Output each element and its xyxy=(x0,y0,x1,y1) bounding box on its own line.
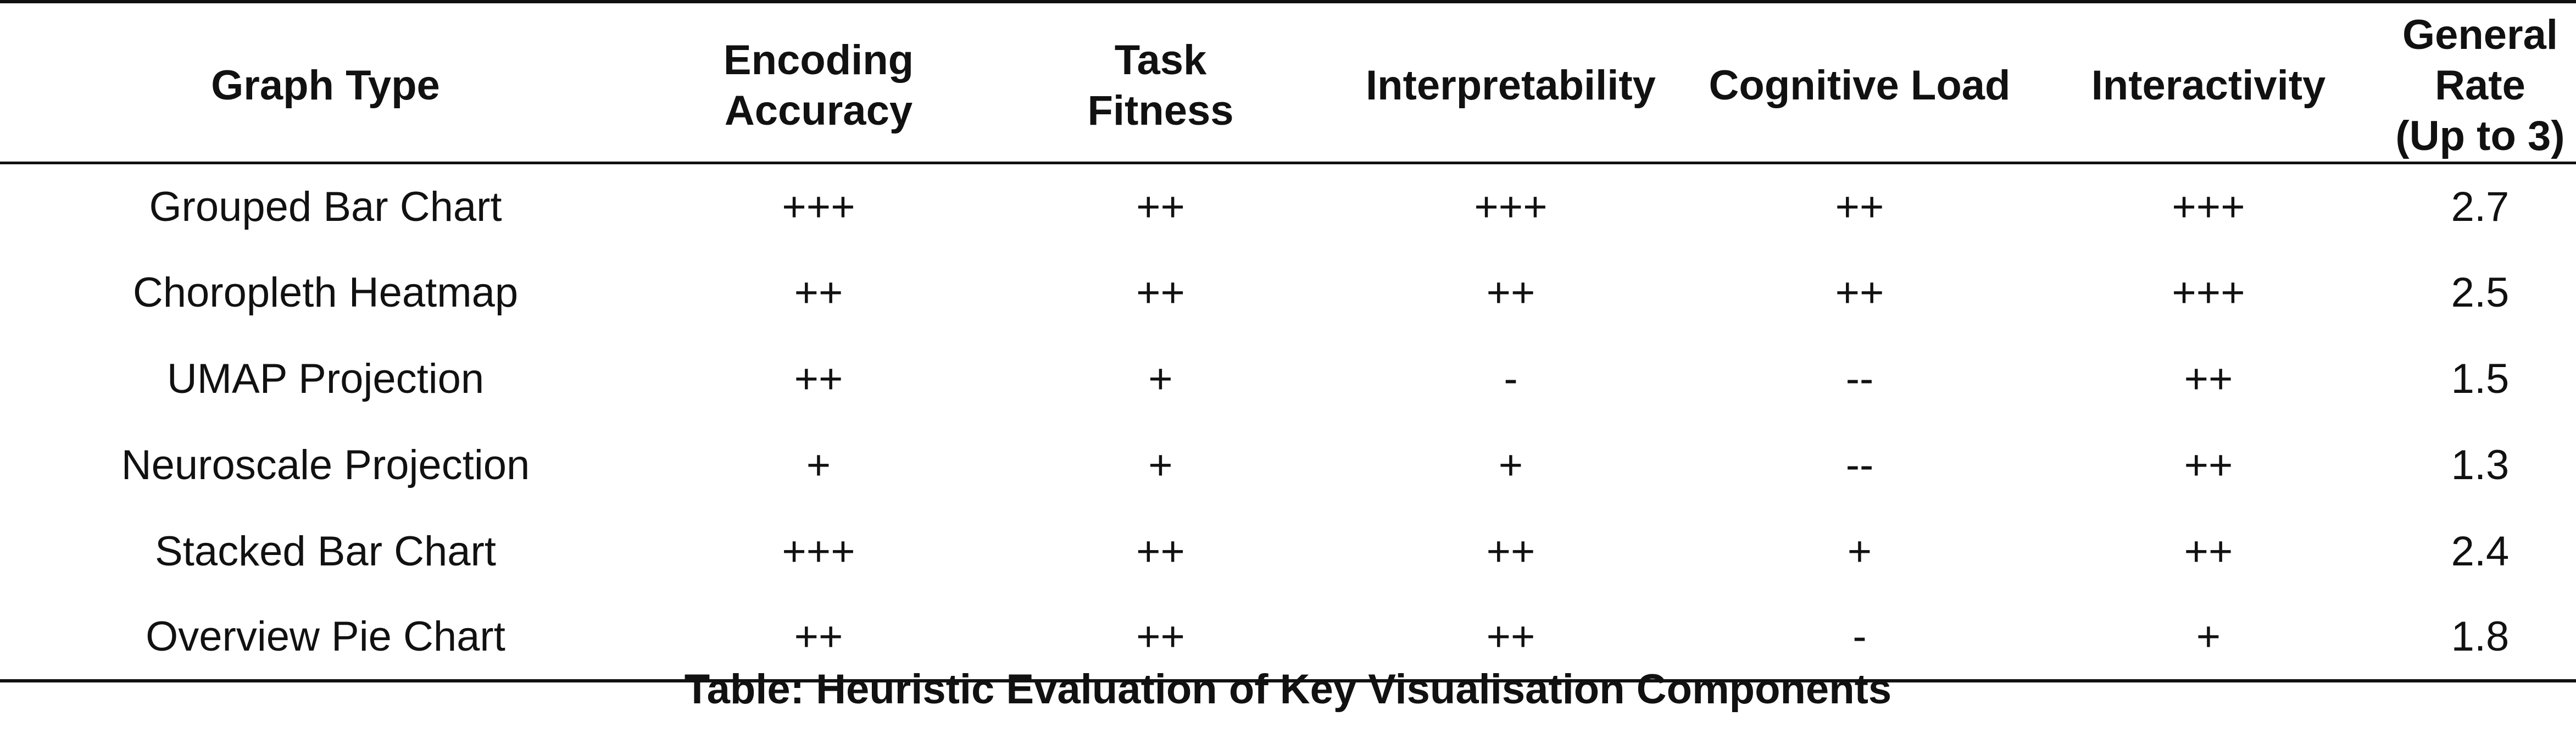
interpretability-cell: - xyxy=(1504,355,1518,402)
cognitive-load-cell: + xyxy=(1847,528,1872,575)
table-row: Neuroscale Projection + + + -- ++ 1.3 xyxy=(0,422,2576,508)
table-header-row: Graph Type Encoding Accuracy Task Fitnes… xyxy=(0,0,2576,164)
encoding-accuracy-cell: +++ xyxy=(782,528,855,575)
interactivity-cell: ++ xyxy=(2184,355,2233,402)
table-row: Choropleth Heatmap ++ ++ ++ ++ +++ 2.5 xyxy=(0,249,2576,336)
interactivity-cell: + xyxy=(2033,594,2384,682)
general-rate-cell: 2.5 xyxy=(2451,269,2510,316)
interactivity-cell: +++ xyxy=(2172,269,2245,316)
task-fitness-cell: ++ xyxy=(1136,528,1185,575)
task-fitness-cell: + xyxy=(1148,441,1173,488)
general-rate-cell: 1.5 xyxy=(2451,355,2510,402)
table-caption: Table: Heuristic Evaluation of Key Visua… xyxy=(684,666,1892,713)
header-interactivity: Interactivity xyxy=(2033,0,2384,164)
encoding-accuracy-cell: + xyxy=(806,441,831,488)
interpretability-cell: ++ xyxy=(1486,528,1535,575)
task-fitness-cell: ++ xyxy=(1136,269,1185,316)
cognitive-load-cell: -- xyxy=(1845,441,1874,488)
general-rate-cell: 1.3 xyxy=(2451,441,2510,488)
general-rate-cell: 2.4 xyxy=(2451,528,2510,575)
graph-type-cell: Choropleth Heatmap xyxy=(132,269,519,316)
interactivity-cell: +++ xyxy=(2172,183,2245,230)
interpretability-cell: ++ xyxy=(1486,269,1535,316)
cognitive-load-cell: ++ xyxy=(1835,183,1884,230)
encoding-accuracy-cell: ++ xyxy=(794,269,843,316)
header-task-fitness: Task Fitness xyxy=(986,0,1335,164)
table-row: Overview Pie Chart ++ ++ ++ - + 1.8 xyxy=(0,594,2576,682)
cognitive-load-cell: -- xyxy=(1845,355,1874,402)
cognitive-load-cell: - xyxy=(1687,594,2033,682)
header-interpretability: Interpretability xyxy=(1335,0,1687,164)
interpretability-cell: ++ xyxy=(1335,594,1687,682)
task-fitness-cell: + xyxy=(1148,355,1173,402)
graph-type-cell: Neuroscale Projection xyxy=(121,441,530,488)
header-graph-type: Graph Type xyxy=(0,0,651,164)
task-fitness-cell: ++ xyxy=(986,594,1335,682)
table-row: Grouped Bar Chart +++ ++ +++ ++ +++ 2.7 xyxy=(0,163,2576,249)
graph-type-cell: Stacked Bar Chart xyxy=(155,528,496,575)
general-rate-cell: 1.8 xyxy=(2384,594,2576,682)
interpretability-cell: + xyxy=(1498,441,1523,488)
table-row: Stacked Bar Chart +++ ++ ++ + ++ 2.4 xyxy=(0,508,2576,595)
graph-type-cell: Overview Pie Chart xyxy=(0,594,651,682)
heuristic-evaluation-table: Graph Type Encoding Accuracy Task Fitnes… xyxy=(0,0,2576,682)
encoding-accuracy-cell: ++ xyxy=(651,594,986,682)
task-fitness-cell: ++ xyxy=(1136,183,1185,230)
encoding-accuracy-cell: +++ xyxy=(782,183,855,230)
cognitive-load-cell: ++ xyxy=(1835,269,1884,316)
header-cognitive-load: Cognitive Load xyxy=(1687,0,2033,164)
header-general-rate: General Rate (Up to 3) xyxy=(2384,0,2576,164)
graph-type-cell: Grouped Bar Chart xyxy=(149,183,502,230)
interpretability-cell: +++ xyxy=(1474,183,1548,230)
interactivity-cell: ++ xyxy=(2184,441,2233,488)
graph-type-cell: UMAP Projection xyxy=(166,355,485,402)
table-row: UMAP Projection ++ + - -- ++ 1.5 xyxy=(0,336,2576,422)
encoding-accuracy-cell: ++ xyxy=(794,355,843,402)
interactivity-cell: ++ xyxy=(2184,528,2233,575)
general-rate-cell: 2.7 xyxy=(2451,183,2510,230)
header-encoding-accuracy: Encoding Accuracy xyxy=(651,0,986,164)
evaluation-table-container: Graph Type Encoding Accuracy Task Fitnes… xyxy=(0,0,2576,682)
